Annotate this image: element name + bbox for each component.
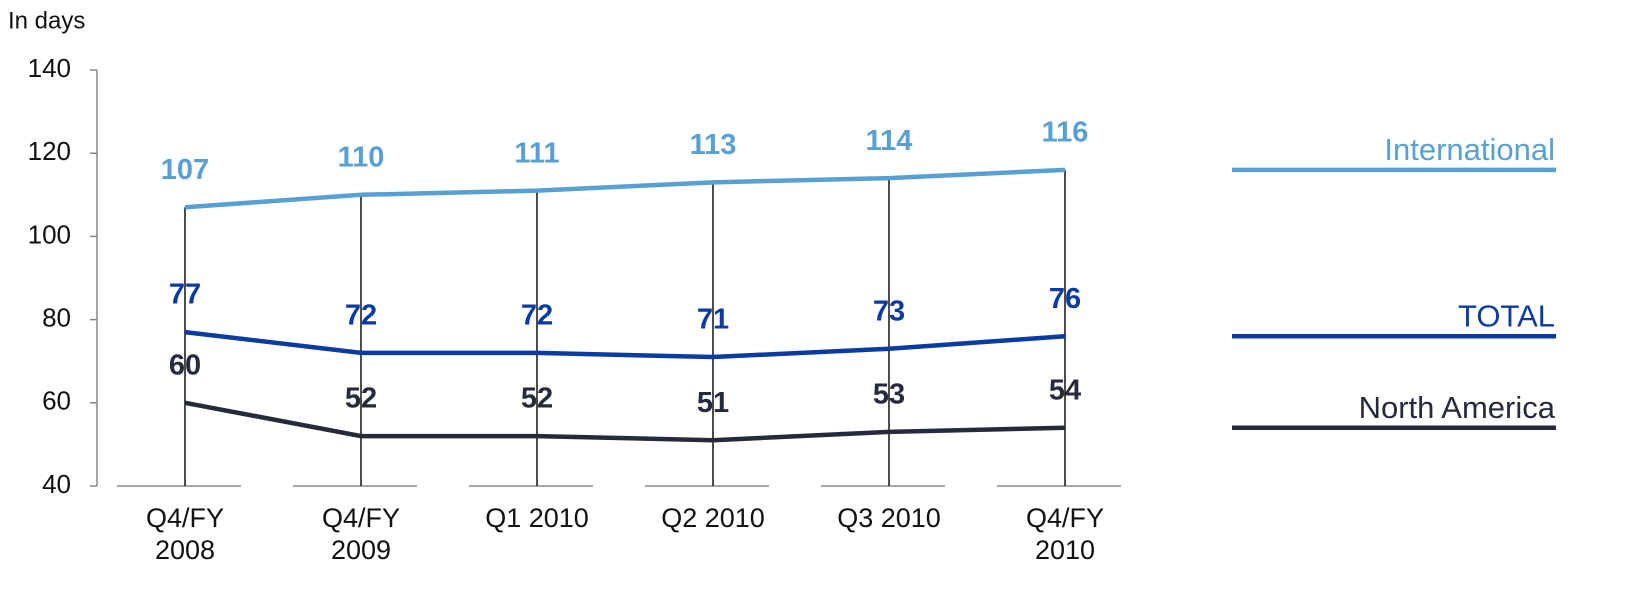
line	[184, 167, 1066, 210]
legend-label: TOTAL	[1458, 298, 1555, 333]
data-label: 107	[161, 154, 209, 186]
y-tick-label: 120	[28, 136, 71, 166]
data-label: 71	[697, 304, 729, 336]
data-label: 116	[1042, 116, 1089, 148]
data-label: 54	[1049, 374, 1081, 406]
line	[184, 329, 1066, 360]
data-label: 114	[866, 125, 913, 157]
y-tick-label: 80	[42, 302, 71, 332]
x-tick-label: Q4/FY 2010	[1025, 503, 1105, 565]
data-label: 51	[697, 387, 729, 419]
data-label: 76	[1049, 283, 1081, 315]
data-label: 72	[521, 300, 553, 332]
legend-label: North America	[1359, 390, 1556, 425]
data-label: 72	[345, 300, 377, 332]
data-label: 52	[345, 383, 377, 415]
y-tick-label: 100	[28, 219, 71, 249]
y-tick-label: 60	[42, 386, 71, 416]
data-label: 53	[873, 379, 905, 411]
data-label: 60	[169, 349, 201, 381]
data-label: 52	[521, 383, 553, 415]
data-label: 110	[338, 141, 385, 173]
y-tick-label: 140	[28, 53, 71, 83]
x-tick-label: Q4/FY 2009	[321, 503, 401, 565]
x-tick-label: Q3 2010	[837, 503, 941, 533]
data-label: 77	[169, 279, 201, 311]
data-label: 73	[873, 295, 905, 327]
legend-label: International	[1384, 132, 1555, 167]
data-label: 111	[514, 137, 559, 169]
y-axis-label: In days	[8, 7, 85, 34]
data-label: 113	[690, 129, 737, 161]
x-tick-label: Q4/FY 2008	[145, 503, 225, 565]
line	[184, 400, 1066, 443]
x-tick-label: Q2 2010	[661, 503, 765, 533]
y-tick-label: 40	[42, 469, 71, 499]
x-tick-label: Q1 2010	[485, 503, 589, 533]
